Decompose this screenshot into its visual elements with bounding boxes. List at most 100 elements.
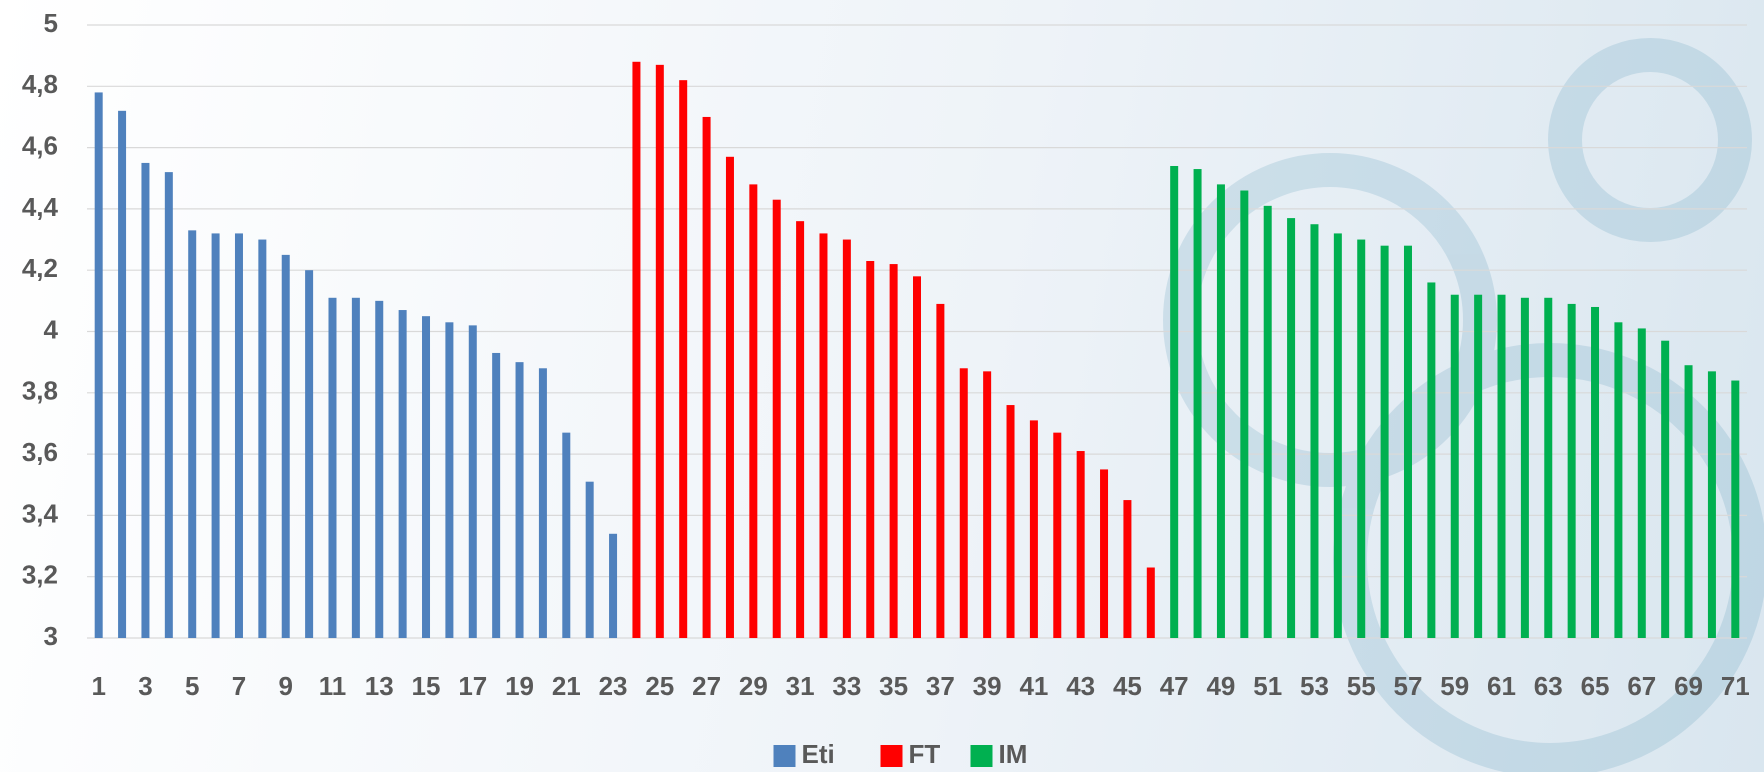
bar (1240, 190, 1249, 638)
bar (609, 533, 618, 638)
bar (1567, 303, 1576, 638)
x-tick-label: 69 (1674, 671, 1703, 701)
y-tick-label: 3,8 (22, 376, 58, 406)
x-tick-label: 5 (185, 671, 199, 701)
bar (1333, 233, 1342, 639)
x-tick-label: 43 (1066, 671, 1095, 701)
y-tick-label: 3 (44, 621, 58, 651)
y-tick-label: 5 (44, 8, 58, 38)
bar (913, 276, 921, 638)
bar (1310, 224, 1319, 638)
x-tick-label: 39 (973, 671, 1002, 701)
bar (305, 270, 314, 638)
y-tick-label: 4,4 (22, 192, 59, 222)
bar (94, 92, 103, 639)
bar (1450, 294, 1459, 638)
bar (725, 156, 734, 639)
bar (164, 172, 173, 638)
bar (188, 230, 197, 639)
x-tick-label: 61 (1487, 671, 1516, 701)
bar (679, 80, 688, 639)
x-tick-label: 25 (645, 671, 674, 701)
bar (1707, 371, 1716, 638)
x-tick-label: 35 (879, 671, 908, 701)
x-tick-label: 15 (412, 671, 441, 701)
bar (1684, 365, 1693, 638)
bar (1146, 567, 1155, 638)
bar (1731, 380, 1740, 638)
bar (1591, 306, 1600, 638)
legend-swatch (880, 745, 903, 767)
bar (842, 239, 851, 639)
bar (422, 316, 431, 638)
bar (749, 184, 758, 638)
bar (398, 310, 407, 638)
bar (1520, 297, 1529, 638)
bar (632, 61, 641, 638)
bar (468, 325, 477, 638)
y-tick-label: 4,2 (22, 253, 58, 283)
bar (702, 116, 711, 638)
bar (959, 368, 968, 638)
bar (234, 233, 243, 639)
bar (1661, 340, 1670, 638)
x-tick-label: 59 (1440, 671, 1469, 701)
bar (1544, 297, 1553, 638)
bar (1287, 218, 1296, 638)
bar (1076, 451, 1085, 638)
y-tick-label: 4,8 (22, 69, 58, 99)
x-tick-label: 37 (926, 671, 955, 701)
x-tick-label: 67 (1627, 671, 1656, 701)
bar (1357, 239, 1366, 639)
x-tick-label: 11 (319, 671, 347, 701)
bar (1497, 294, 1506, 638)
x-tick-label: 47 (1160, 671, 1189, 701)
bar (1474, 294, 1483, 638)
bar (983, 371, 992, 638)
x-tick-label: 45 (1113, 671, 1142, 701)
bar (538, 368, 547, 638)
x-tick-label: 9 (278, 671, 292, 701)
bar (328, 297, 337, 638)
x-tick-label: 57 (1394, 671, 1423, 701)
y-tick-label: 3,6 (22, 437, 58, 467)
bar (351, 297, 360, 638)
bar (772, 199, 781, 638)
bar (1029, 420, 1038, 638)
x-tick-label: 17 (458, 671, 487, 701)
bar (1614, 322, 1623, 638)
bar (819, 233, 828, 639)
x-tick-label: 41 (1019, 671, 1048, 701)
x-tick-label: 27 (692, 671, 721, 701)
x-tick-label: 23 (599, 671, 628, 701)
bar (1637, 328, 1646, 638)
x-tick-label: 55 (1347, 671, 1376, 701)
x-tick-label: 33 (832, 671, 861, 701)
x-tick-label: 3 (138, 671, 152, 701)
x-tick-label: 49 (1206, 671, 1235, 701)
x-tick-label: 21 (552, 671, 581, 701)
y-tick-label: 3,4 (22, 498, 59, 528)
x-tick-label: 65 (1581, 671, 1610, 701)
bar (118, 110, 127, 638)
bar (1216, 184, 1225, 638)
bar (258, 239, 267, 639)
bar (515, 362, 524, 638)
bar (936, 303, 945, 638)
bar (1427, 282, 1436, 638)
bar (211, 233, 220, 639)
bar (281, 254, 290, 638)
x-tick-label: 29 (739, 671, 768, 701)
x-tick-label: 63 (1534, 671, 1563, 701)
bar (375, 300, 384, 638)
legend-swatch (970, 745, 993, 767)
bar (1380, 245, 1389, 638)
bar (562, 432, 571, 638)
bar (655, 64, 664, 639)
bar (1193, 169, 1202, 638)
bar (889, 264, 898, 638)
x-tick-label: 19 (505, 671, 534, 701)
bar (141, 162, 150, 639)
bar (796, 221, 805, 638)
y-tick-label: 4,6 (22, 130, 58, 160)
